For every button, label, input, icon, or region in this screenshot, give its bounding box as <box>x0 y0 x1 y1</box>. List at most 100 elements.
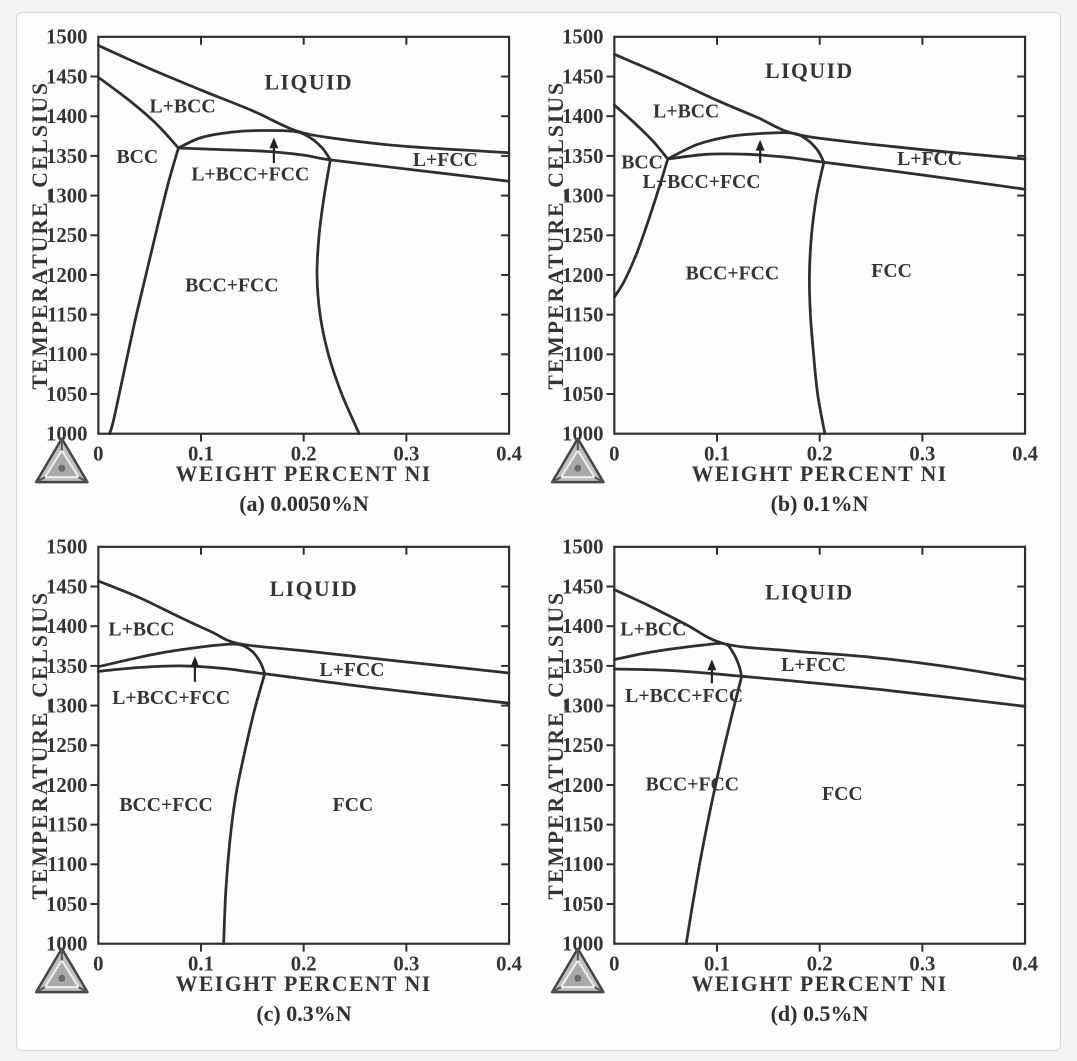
boundary-three-phase-dome <box>665 131 825 164</box>
boundary-three-phase-dome <box>96 642 267 676</box>
up-arrow-head <box>190 656 200 668</box>
y-tick-label: 1050 <box>562 384 603 406</box>
axis-ticks <box>90 546 510 952</box>
x-tick-label: 0.2 <box>806 443 832 465</box>
logo-inner-triangle <box>43 448 81 479</box>
y-tick-label: 1400 <box>562 106 603 128</box>
x-axis-title: WEIGHT PERCENT NI <box>691 462 947 486</box>
axis-tick-labels: 1000 1050 1100 1150 1200 1250 1300 1350 1400 1450… <box>562 27 1038 466</box>
y-tick-label: 1500 <box>46 27 87 49</box>
logo-edges <box>35 438 88 483</box>
x-tick-label: 0 <box>609 443 619 465</box>
boundary-liquidus <box>612 52 1026 161</box>
panel-caption-b: (b) 0.1%N <box>770 491 869 516</box>
logo-inner-triangle <box>558 958 596 989</box>
region-label-l-bcc: L+BCC <box>653 101 719 123</box>
thermocalc-logo-icon <box>34 947 89 994</box>
phase-boundaries <box>96 579 511 946</box>
y-tick-label: 1200 <box>46 775 87 797</box>
boundary-liquidus <box>96 44 511 155</box>
y-tick-label: 1150 <box>47 305 87 327</box>
region-annotations: LIQUID L+BCC L+FCC L+BCC+FCC BCC+FCC FCC <box>108 577 384 816</box>
region-label-l-bcc: L+BCC <box>108 618 174 640</box>
y-tick-label: 1350 <box>562 146 603 168</box>
region-label-l-bcc-fcc: L+BCC+FCC <box>642 171 760 193</box>
phase-boundaries <box>612 52 1026 436</box>
y-tick-label: 1000 <box>46 424 87 446</box>
region-label-liquid: LIQUID <box>270 577 359 601</box>
boundary-fcc-left-boundary <box>684 674 743 946</box>
region-label-bcc: BCC <box>117 146 159 168</box>
axis-tick-labels: 1000 1050 1100 1150 1200 1250 1300 1350 1400 1450… <box>46 537 522 976</box>
boundary-liquidus <box>612 588 1026 681</box>
boundary-fcc-left-boundary <box>807 160 826 436</box>
x-tick-label: 0.4 <box>1012 953 1038 975</box>
region-label-bcc-fcc: BCC+FCC <box>645 773 738 795</box>
boundary-solvus-flat <box>96 664 511 705</box>
thermocalc-logo-icon <box>550 437 605 484</box>
region-label-l-fcc: L+FCC <box>781 654 846 676</box>
logo-edges <box>35 948 88 993</box>
x-tick-label: 0.3 <box>393 443 419 465</box>
region-label-bcc-fcc: BCC+FCC <box>119 794 212 816</box>
y-tick-label: 1050 <box>46 894 87 916</box>
y-tick-label: 1000 <box>562 424 603 446</box>
region-label-l-bcc: L+BCC <box>150 96 216 118</box>
y-tick-label: 1050 <box>562 894 603 916</box>
y-tick-label: 1200 <box>562 775 603 797</box>
boundary-bcc-left-boundary <box>612 157 669 299</box>
region-label-l-bcc: L+BCC <box>620 618 686 640</box>
y-tick-label: 1500 <box>46 537 87 559</box>
region-label-fcc: FCC <box>333 794 374 816</box>
region-label-bcc-fcc: BCC+FCC <box>185 274 278 296</box>
region-label-l-bcc-fcc: L+BCC+FCC <box>191 163 309 185</box>
x-tick-label: 0.4 <box>1012 443 1038 465</box>
y-tick-label: 1300 <box>562 185 603 207</box>
x-axis-title: WEIGHT PERCENT NI <box>176 462 432 486</box>
logo-center-dot <box>58 974 66 982</box>
x-tick-label: 0.4 <box>496 953 522 975</box>
region-label-bcc-fcc: BCC+FCC <box>685 262 778 284</box>
y-tick-label: 1150 <box>563 815 603 837</box>
axis-tick-labels: 1000 1050 1100 1150 1200 1250 1300 1350 1400 1450… <box>46 27 522 466</box>
phase-diagram-plot-b: TEMPERATURE_CELSIUS WEIGHT PERCENT NI 10… <box>544 27 1038 486</box>
x-tick-label: 0.1 <box>188 443 214 465</box>
y-tick-label: 1500 <box>562 537 603 559</box>
y-tick-label: 1500 <box>562 27 603 49</box>
x-tick-label: 0 <box>93 443 103 465</box>
phase-boundaries <box>612 588 1026 946</box>
region-label-liquid: LIQUID <box>765 581 854 605</box>
phase-boundaries <box>96 44 511 436</box>
logo-center-dot <box>58 464 66 472</box>
y-tick-label: 1100 <box>563 854 603 876</box>
region-annotations: LIQUID L+BCC BCC L+FCC L+BCC+FCC BCC+FCC FCC <box>621 59 962 285</box>
y-axis-title: TEMPERATURE_CELSIUS <box>544 81 568 390</box>
y-tick-label: 1250 <box>562 225 603 247</box>
region-label-liquid: LIQUID <box>765 59 854 83</box>
y-tick-label: 1250 <box>46 735 87 757</box>
logo-center-dot <box>573 974 581 982</box>
up-arrow-head <box>755 139 765 151</box>
axis-ticks <box>90 36 510 442</box>
figure-card: TEMPERATURE_CELSIUS WEIGHT PERCENT NI 10… <box>16 12 1061 1051</box>
x-axis-title: WEIGHT PERCENT NI <box>176 972 432 996</box>
y-tick-label: 1200 <box>46 265 87 287</box>
phase-diagram-panel-a: TEMPERATURE_CELSIUS WEIGHT PERCENT NI 10… <box>23 23 537 519</box>
x-tick-label: 0 <box>609 953 619 975</box>
x-tick-label: 0.3 <box>909 443 935 465</box>
up-arrow-head <box>269 137 279 149</box>
plot-frame <box>612 545 1026 945</box>
logo-inner-triangle <box>558 448 596 479</box>
logo-edges <box>551 438 604 483</box>
boundary-fcc-left-boundary <box>315 158 361 436</box>
boundary-three-phase-dome <box>612 641 743 678</box>
x-tick-label: 0.3 <box>393 953 419 975</box>
x-tick-label: 0.2 <box>291 953 317 975</box>
y-tick-label: 1250 <box>46 225 87 247</box>
y-tick-label: 1150 <box>563 305 603 327</box>
boundary-three-phase-dome <box>177 129 332 162</box>
boundary-bcc-solidus <box>612 103 669 161</box>
y-axis-title: TEMPERATURE_CELSIUS <box>544 591 568 900</box>
y-tick-label: 1100 <box>47 344 87 366</box>
